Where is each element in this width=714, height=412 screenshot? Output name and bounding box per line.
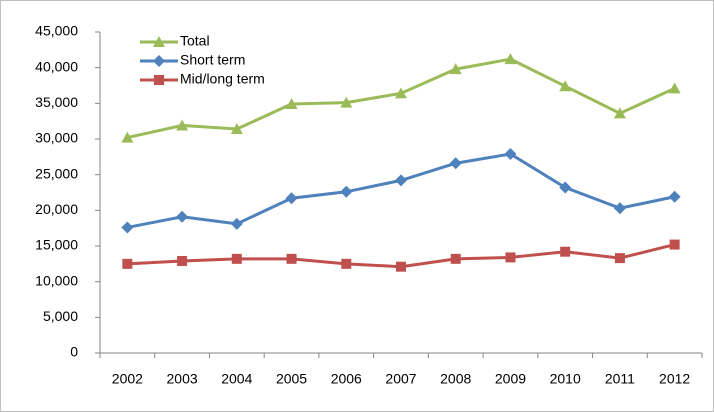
marker <box>230 123 243 135</box>
x-tick-label: 2011 <box>605 371 635 387</box>
x-tick-label: 2004 <box>221 371 252 387</box>
marker <box>504 147 517 160</box>
marker <box>340 96 353 108</box>
marker <box>230 217 243 230</box>
marker <box>614 253 625 264</box>
marker <box>613 202 626 215</box>
marker <box>449 63 462 75</box>
x-tick-label: 2008 <box>440 371 471 387</box>
x-tick-label: 2005 <box>276 371 307 387</box>
marker <box>341 258 352 269</box>
marker <box>669 239 680 250</box>
marker <box>395 87 407 99</box>
y-tick-label: 25,000 <box>35 165 78 181</box>
marker <box>121 131 134 143</box>
marker <box>286 253 297 264</box>
legend-label: Total <box>180 33 210 49</box>
marker <box>559 80 572 92</box>
marker <box>559 181 572 194</box>
marker <box>450 253 461 264</box>
marker <box>154 75 164 85</box>
marker <box>560 246 571 257</box>
legend-label: Mid/long term <box>180 71 265 87</box>
marker <box>504 53 517 65</box>
y-tick-label: 45,000 <box>35 23 78 39</box>
y-tick-label: 10,000 <box>35 272 78 288</box>
y-tick-label: 5,000 <box>43 308 78 324</box>
marker <box>340 185 353 198</box>
marker <box>449 157 462 170</box>
marker <box>613 107 626 119</box>
marker <box>176 119 189 131</box>
y-tick-label: 35,000 <box>35 94 78 110</box>
marker <box>177 255 188 266</box>
x-tick-label: 2009 <box>495 371 526 387</box>
x-tick-label: 2007 <box>385 371 416 387</box>
x-tick-label: 2006 <box>331 371 362 387</box>
marker <box>231 253 242 264</box>
legend-label: Short term <box>180 52 245 68</box>
marker <box>505 252 516 263</box>
marker <box>122 258 133 269</box>
y-tick-label: 20,000 <box>35 201 78 217</box>
marker <box>396 261 406 272</box>
y-tick-label: 40,000 <box>35 58 78 74</box>
marker <box>153 36 165 47</box>
marker <box>285 192 298 205</box>
y-tick-label: 30,000 <box>35 130 78 146</box>
x-tick-label: 2012 <box>659 371 690 387</box>
marker <box>395 174 407 187</box>
y-tick-label: 15,000 <box>35 237 78 253</box>
x-tick-label: 2002 <box>112 371 143 387</box>
y-tick-label: 0 <box>70 344 78 360</box>
marker <box>153 55 165 67</box>
marker <box>176 210 189 223</box>
x-tick-label: 2010 <box>550 371 581 387</box>
marker <box>285 98 298 110</box>
marker <box>121 221 134 234</box>
marker <box>668 190 681 203</box>
x-tick-label: 2003 <box>167 371 198 387</box>
marker <box>668 82 681 94</box>
